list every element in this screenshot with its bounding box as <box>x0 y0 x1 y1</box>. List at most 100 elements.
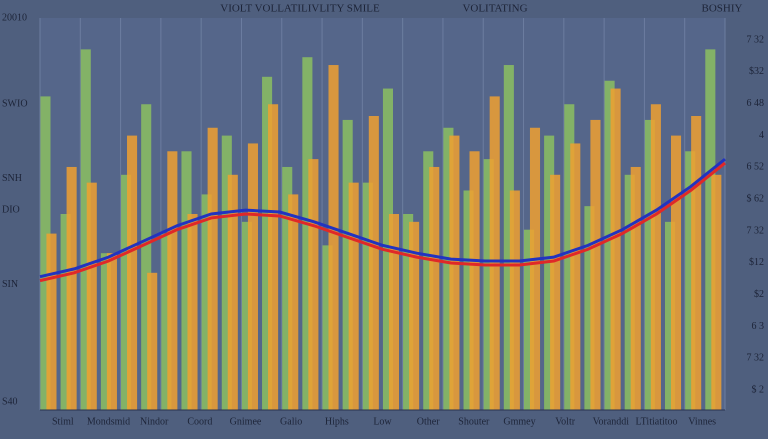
bar <box>241 221 252 410</box>
left-label: DIO <box>2 204 20 215</box>
x-tick-label: Voranddi <box>593 416 630 427</box>
bar <box>523 229 535 410</box>
left-label: SIN <box>2 279 18 290</box>
bar <box>46 233 57 410</box>
chart-subtitle: VOLITATING <box>462 3 527 15</box>
x-tick-label: Coord <box>187 416 212 427</box>
bar <box>509 190 520 410</box>
bar <box>121 174 132 410</box>
bar <box>423 151 434 410</box>
bar <box>60 214 71 410</box>
right-label: $ 62 <box>747 193 765 204</box>
bar <box>40 96 51 411</box>
x-tick-label: Vinnes <box>688 416 716 427</box>
x-tick-label: Galio <box>280 416 302 427</box>
bar <box>469 151 480 410</box>
left-label: 20010 <box>2 12 27 23</box>
bar <box>80 49 91 411</box>
bar <box>483 159 494 410</box>
bar <box>348 182 359 410</box>
right-label: 7 32 <box>747 225 765 236</box>
bar <box>711 174 722 410</box>
bar <box>429 166 440 410</box>
bar <box>664 221 676 410</box>
bar <box>691 116 702 410</box>
bar <box>644 119 655 411</box>
bar <box>503 65 514 410</box>
x-tick-label: Hiphs <box>325 416 349 427</box>
right-label: 4 <box>759 130 764 141</box>
bar <box>529 127 541 410</box>
right-label: $12 <box>749 257 764 268</box>
right-label: 6 48 <box>747 98 765 109</box>
bar <box>328 65 339 410</box>
bar <box>443 127 454 410</box>
bar <box>221 135 232 410</box>
bar <box>670 135 682 410</box>
x-tick-label: Voltr <box>555 416 575 427</box>
bar <box>247 143 258 410</box>
smile-line <box>39 157 726 279</box>
bar <box>403 214 414 410</box>
bar <box>590 119 601 411</box>
right-label: 7 32 <box>747 353 765 364</box>
bar <box>584 206 595 410</box>
bar <box>147 272 158 410</box>
x-tick-label: Mondsmid <box>87 416 130 427</box>
smile-line <box>39 161 726 283</box>
bar <box>100 253 111 410</box>
bar <box>550 174 561 410</box>
x-tick-label: Gnimee <box>230 416 262 427</box>
x-tick-label: Stiml <box>52 416 74 427</box>
bar <box>362 182 373 410</box>
left-label: S40 <box>2 396 18 407</box>
bar <box>685 151 696 410</box>
bar <box>342 119 353 411</box>
right-label: $32 <box>749 66 764 77</box>
bar <box>288 194 299 410</box>
corner-label: BOSHIY <box>702 3 743 15</box>
bar <box>187 214 198 410</box>
bar <box>181 151 192 410</box>
bar <box>262 76 273 411</box>
bar <box>201 194 212 410</box>
left-label: SWIO <box>2 99 28 110</box>
bar <box>409 221 420 410</box>
bar <box>127 135 138 410</box>
bar <box>167 151 178 410</box>
bar <box>624 174 635 410</box>
bar <box>161 233 172 410</box>
right-label: $2 <box>754 289 764 300</box>
bar <box>463 190 474 410</box>
bar <box>268 104 279 411</box>
bar <box>282 166 293 410</box>
x-tick-label: Gmmey <box>503 416 535 427</box>
bar <box>705 49 716 411</box>
chart-title: VIOLT VOLLATILIVLITY SMILE <box>220 3 380 15</box>
bar <box>544 135 555 410</box>
bar <box>604 80 615 410</box>
right-label: $ 2 <box>752 384 765 395</box>
bar <box>207 127 218 410</box>
left-label: SNH <box>2 173 22 184</box>
bar <box>308 159 319 410</box>
bar <box>570 143 581 410</box>
bar <box>650 104 661 411</box>
bar <box>449 135 460 410</box>
bar <box>106 253 117 410</box>
bar <box>302 57 313 410</box>
bar <box>630 166 641 410</box>
bar <box>86 182 97 410</box>
bar <box>141 104 152 411</box>
right-label: 6 52 <box>747 162 765 173</box>
x-tick-label: Low <box>373 416 392 427</box>
bar <box>66 166 77 410</box>
bar <box>227 174 238 410</box>
x-tick-label: LTitiatitoo <box>635 416 677 427</box>
bar <box>388 214 400 410</box>
right-label: 6 3 <box>752 321 765 332</box>
right-label: 7 32 <box>747 34 765 45</box>
bar <box>610 88 621 410</box>
x-tick-label: Other <box>417 416 440 427</box>
